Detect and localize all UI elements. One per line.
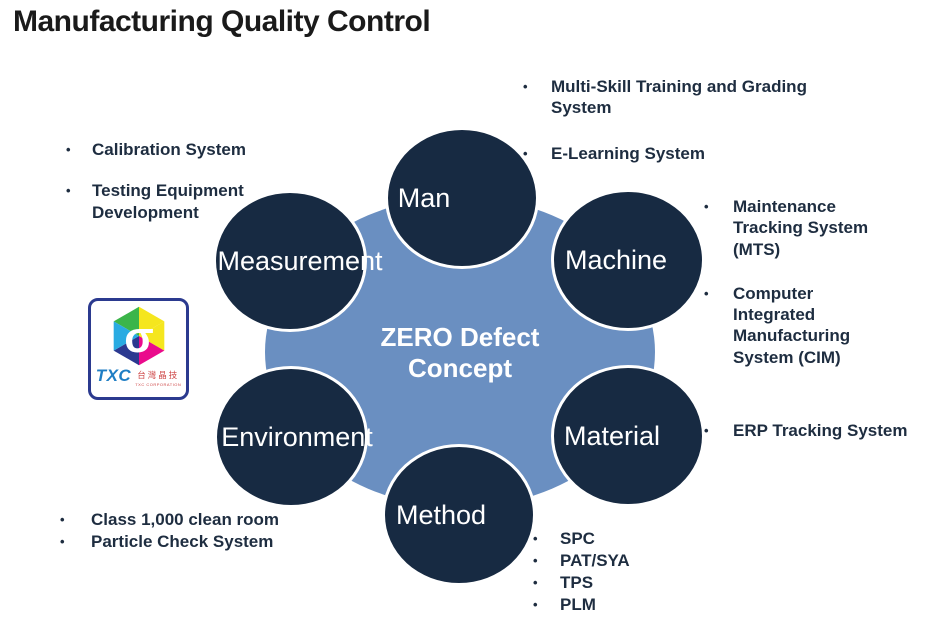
node-measurement-label: Measurement [217, 245, 383, 276]
logo-chinese-text: 台灣晶技 [137, 370, 180, 380]
list-item: • TPS [533, 572, 630, 594]
man-bullet-list: • Multi-Skill Training and Grading Syste… [523, 76, 851, 188]
bullet-icon: • [704, 285, 709, 301]
center-label-line1: ZERO Defect [380, 322, 540, 352]
list-item: • E-Learning System [523, 143, 851, 164]
list-item-text: Computer Integrated Manufacturing System… [733, 283, 851, 367]
logo-brand-sub: 台灣晶技 TXC CORPORATION [135, 369, 181, 387]
list-item: • Class 1,000 clean room [60, 509, 279, 531]
method-bullet-list: • SPC • PAT/SYA • TPS • PLM [533, 528, 630, 616]
list-item-text: Class 1,000 clean room [91, 510, 280, 529]
bullet-icon: • [60, 512, 65, 527]
node-material-label: Material [563, 420, 661, 451]
page-title: Manufacturing Quality Control [13, 5, 431, 38]
bullet-icon: • [704, 423, 709, 438]
node-method: Method [382, 444, 536, 586]
bullet-icon: • [533, 531, 538, 546]
node-machine-label: Machine [564, 244, 668, 275]
list-item-text: ERP Tracking System [733, 421, 908, 440]
list-item: • Maintenance Tracking System (MTS) [704, 196, 885, 260]
list-item: • PLM [533, 594, 630, 616]
list-item-text: Calibration System [92, 140, 246, 159]
bullet-icon: • [523, 79, 528, 94]
list-item-text: PLM [560, 595, 596, 614]
list-item-text: TPS [560, 573, 594, 592]
list-item-text: SPC [560, 529, 595, 548]
node-man: Man [385, 127, 539, 269]
list-item-text: E-Learning System [551, 143, 705, 163]
node-environment-label: Environment [221, 421, 373, 452]
logo-hexagon-icon: σ [113, 306, 164, 366]
center-label-line2: Concept [408, 352, 512, 383]
bullet-icon: • [533, 597, 538, 612]
txc-logo: σ TXC 台灣晶技 TXC CORPORATION [88, 298, 189, 400]
list-item-text: Testing Equipment Development [92, 181, 244, 222]
logo-sigma-icon: σ [124, 314, 154, 362]
environment-bullet-list: • Class 1,000 clean room • Particle Chec… [60, 509, 279, 553]
bullet-icon: • [533, 553, 538, 568]
list-item: • Computer Integrated Manufacturing Syst… [704, 283, 885, 368]
list-item: • Calibration System [66, 139, 274, 160]
node-man-label: Man [397, 182, 451, 213]
bullet-icon: • [60, 534, 65, 549]
list-item: • Multi-Skill Training and Grading Syste… [523, 76, 851, 119]
list-item: • Testing Equipment Development [66, 180, 274, 223]
node-measurement: Measurement [213, 190, 383, 332]
list-item-text: PAT/SYA [560, 551, 630, 570]
node-method-label: Method [395, 499, 487, 530]
node-material: Material [551, 365, 705, 507]
node-environment: Environment [214, 366, 373, 508]
bullet-icon: • [533, 575, 538, 590]
logo-brand-text: TXC [95, 366, 132, 385]
center-label: ZERO Defect Concept [265, 322, 655, 383]
list-item: • Particle Check System [60, 531, 279, 553]
logo-corp-text: TXC CORPORATION [135, 382, 182, 387]
logo-brand-row: TXC 台灣晶技 TXC CORPORATION [91, 366, 186, 387]
list-item-text: Maintenance Tracking System (MTS) [733, 197, 869, 259]
list-item-text: Particle Check System [91, 532, 274, 551]
measurement-bullet-list: • Calibration System • Testing Equipment… [66, 139, 274, 243]
material-bullet-list: • ERP Tracking System [704, 420, 908, 441]
node-machine: Machine [551, 189, 705, 331]
list-item: • SPC [533, 528, 630, 550]
bullet-icon: • [704, 199, 709, 214]
list-item-text: Multi-Skill Training and Grading System [551, 77, 807, 118]
list-item: • PAT/SYA [533, 550, 630, 572]
machine-bullet-list: • Maintenance Tracking System (MTS) • Co… [704, 196, 885, 391]
bullet-icon: • [523, 145, 528, 161]
bullet-icon: • [66, 183, 71, 199]
list-item: • ERP Tracking System [704, 420, 908, 441]
bullet-icon: • [66, 142, 71, 157]
